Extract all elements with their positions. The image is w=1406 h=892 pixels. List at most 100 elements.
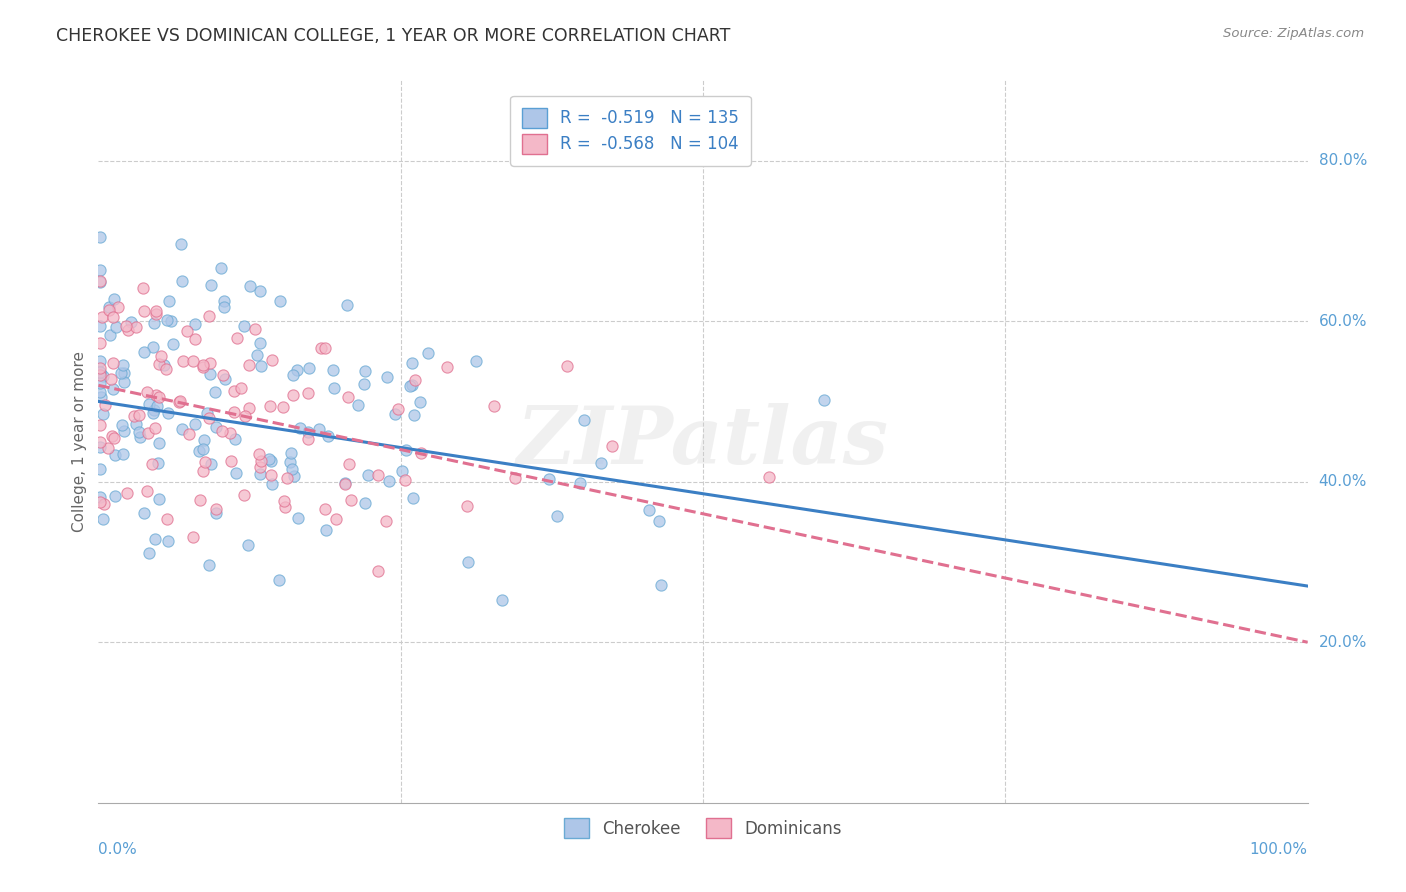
Point (336, 298, 359, 312)
Point (416, 346, 439, 360)
Point (278, 455, 301, 469)
Point (138, 546, 160, 560)
Point (211, 425, 233, 439)
Point (148, 391, 170, 405)
Point (250, 359, 273, 374)
Point (212, 368, 235, 383)
Point (197, 406, 219, 420)
Point (404, 373, 426, 387)
Point (162, 337, 184, 351)
Point (308, 422, 330, 436)
Point (436, 360, 458, 375)
Point (155, 512, 177, 526)
Point (401, 355, 423, 369)
Point (212, 294, 235, 309)
Point (145, 387, 167, 401)
Point (138, 426, 160, 441)
Point (132, 506, 155, 520)
Point (193, 433, 215, 447)
Point (112, 376, 135, 390)
Point (172, 274, 194, 288)
Point (354, 364, 377, 378)
Point (97, 441, 120, 455)
Point (491, 593, 513, 607)
Point (198, 309, 221, 323)
Point (89, 462, 111, 476)
Point (125, 417, 148, 432)
Point (157, 293, 180, 308)
Point (193, 360, 215, 375)
Point (357, 467, 380, 482)
Point (205, 501, 228, 516)
Point (145, 400, 167, 414)
Point (246, 348, 269, 362)
Point (245, 322, 267, 336)
Point (157, 534, 180, 549)
Point (465, 353, 488, 368)
Point (555, 359, 578, 374)
Point (276, 471, 298, 485)
Point (89, 368, 111, 382)
Point (238, 401, 260, 415)
Point (89, 385, 111, 400)
Point (367, 565, 389, 579)
Point (409, 446, 432, 460)
Point (395, 442, 418, 457)
Point (315, 523, 337, 537)
Point (638, 502, 661, 516)
Point (101, 428, 124, 442)
Point (314, 502, 336, 516)
Point (193, 358, 215, 372)
Point (91, 511, 114, 525)
Point (90, 390, 112, 404)
Point (198, 367, 221, 381)
Point (176, 324, 198, 338)
Point (111, 358, 134, 372)
Point (387, 402, 409, 417)
Text: 80.0%: 80.0% (1319, 153, 1367, 168)
Point (181, 530, 204, 544)
Point (233, 488, 256, 502)
Point (187, 444, 209, 458)
Point (91, 310, 114, 325)
Point (204, 384, 226, 399)
Point (170, 422, 193, 436)
Point (129, 430, 152, 444)
Point (156, 313, 179, 327)
Point (98, 301, 121, 315)
Point (572, 413, 595, 427)
Point (179, 427, 201, 442)
Text: ZIPatlas: ZIPatlas (517, 403, 889, 480)
Text: 40.0%: 40.0% (1319, 475, 1367, 489)
Point (273, 494, 295, 508)
Point (89, 230, 111, 244)
Point (259, 399, 281, 413)
Point (148, 491, 170, 506)
Point (758, 470, 780, 484)
Point (89, 495, 111, 509)
Point (226, 331, 249, 345)
Point (89, 361, 111, 376)
Point (191, 442, 214, 456)
Point (399, 378, 422, 392)
Point (281, 368, 304, 383)
Point (269, 294, 291, 309)
Point (600, 439, 623, 453)
Point (89, 275, 111, 289)
Point (285, 363, 308, 377)
Point (339, 492, 361, 507)
Point (115, 486, 138, 500)
Point (297, 425, 319, 440)
Point (93, 496, 115, 510)
Point (233, 409, 256, 423)
Point (262, 352, 284, 367)
Point (191, 464, 214, 478)
Point (169, 394, 191, 409)
Point (184, 417, 207, 432)
Point (183, 317, 205, 331)
Point (297, 385, 319, 400)
Text: 60.0%: 60.0% (1319, 314, 1367, 328)
Point (197, 558, 219, 573)
Point (384, 407, 406, 421)
Point (290, 421, 312, 435)
